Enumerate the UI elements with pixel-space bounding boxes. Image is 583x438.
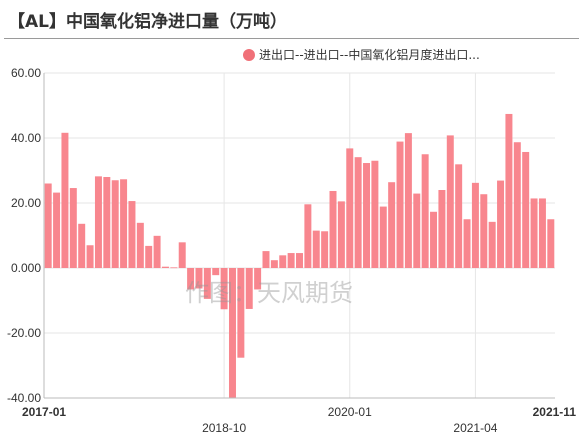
bar — [471, 182, 479, 268]
bar — [421, 154, 429, 268]
x-tick-label: 2021-11 — [533, 405, 577, 419]
y-tick-label: -20.00 — [7, 326, 41, 340]
bar — [547, 219, 555, 268]
bar — [497, 180, 505, 268]
bar-series — [44, 113, 555, 398]
legend-series-label: 进出口--进出口--中国氧化铝月度进出口... — [259, 48, 480, 62]
bar — [505, 113, 513, 268]
bar — [262, 251, 270, 268]
bar — [270, 260, 278, 268]
bar — [480, 194, 488, 268]
bar — [312, 230, 320, 268]
bar — [337, 201, 345, 268]
bar — [212, 268, 220, 276]
chart-title: 【AL】中国氧化铝净进口量（万吨） — [8, 12, 287, 32]
y-tick-label: -40.00 — [7, 391, 41, 405]
bar — [78, 223, 86, 268]
bar — [438, 190, 446, 268]
bar — [321, 231, 329, 268]
bar — [128, 201, 136, 268]
bar — [354, 157, 362, 268]
legend[interactable]: 进出口--进出口--中国氧化铝月度进出口... — [243, 46, 480, 63]
bar — [388, 182, 396, 268]
bar — [296, 253, 303, 268]
bar — [228, 268, 236, 398]
bar — [203, 268, 211, 299]
bar — [187, 268, 195, 290]
x-tick-label: 2020-01 — [328, 405, 372, 419]
bar — [220, 268, 228, 310]
y-axis-tick-labels: 60.00 40.00 20.00 0.000 -20.00 -40.00 — [7, 66, 41, 405]
title-divider — [4, 38, 579, 39]
bar — [413, 193, 421, 268]
bar — [455, 164, 463, 268]
bar — [430, 211, 438, 268]
x-tick-label: 2018-10 — [202, 421, 246, 435]
watermark: 作图：天风期货 — [185, 279, 353, 307]
bar — [111, 180, 119, 268]
bar — [53, 192, 61, 268]
bar — [136, 222, 144, 268]
bar — [178, 242, 186, 268]
y-tick-label: 40.00 — [11, 131, 41, 145]
bar — [170, 267, 178, 269]
bar — [538, 198, 546, 268]
bar — [195, 268, 203, 289]
bar — [530, 198, 538, 268]
bar — [237, 268, 245, 358]
x-tick-label: 2021-04 — [453, 421, 497, 435]
bar — [396, 141, 404, 268]
bar — [522, 151, 530, 268]
bar — [69, 188, 77, 268]
y-tick-label: 20.00 — [11, 196, 41, 210]
bar — [513, 142, 521, 268]
bar — [371, 160, 379, 268]
bar — [86, 245, 94, 268]
bar — [304, 204, 312, 268]
bar — [161, 266, 169, 268]
x-tick-label: 2017-01 — [22, 405, 66, 419]
bar — [120, 179, 128, 268]
bar — [61, 132, 69, 268]
bar — [153, 235, 161, 268]
bar — [488, 221, 496, 268]
legend-series-marker — [243, 48, 255, 61]
bar — [245, 268, 253, 309]
bar — [446, 135, 454, 268]
bar — [94, 176, 102, 268]
bar — [145, 245, 153, 268]
axes — [43, 73, 555, 399]
x-axis-tick-labels: 2017-01 2018-10 2020-01 2021-04 2021-11 — [22, 405, 576, 435]
bar — [329, 190, 337, 268]
bar — [346, 148, 354, 268]
bar — [379, 206, 387, 268]
bar — [363, 163, 371, 268]
y-tick-label: 0.000 — [11, 261, 41, 275]
bar — [44, 183, 52, 268]
y-tick-label: 60.00 — [11, 66, 41, 80]
bar — [279, 255, 287, 268]
bar — [287, 253, 295, 268]
bar — [254, 268, 262, 290]
bar — [103, 177, 111, 268]
bar — [404, 133, 412, 268]
bar — [463, 219, 471, 268]
